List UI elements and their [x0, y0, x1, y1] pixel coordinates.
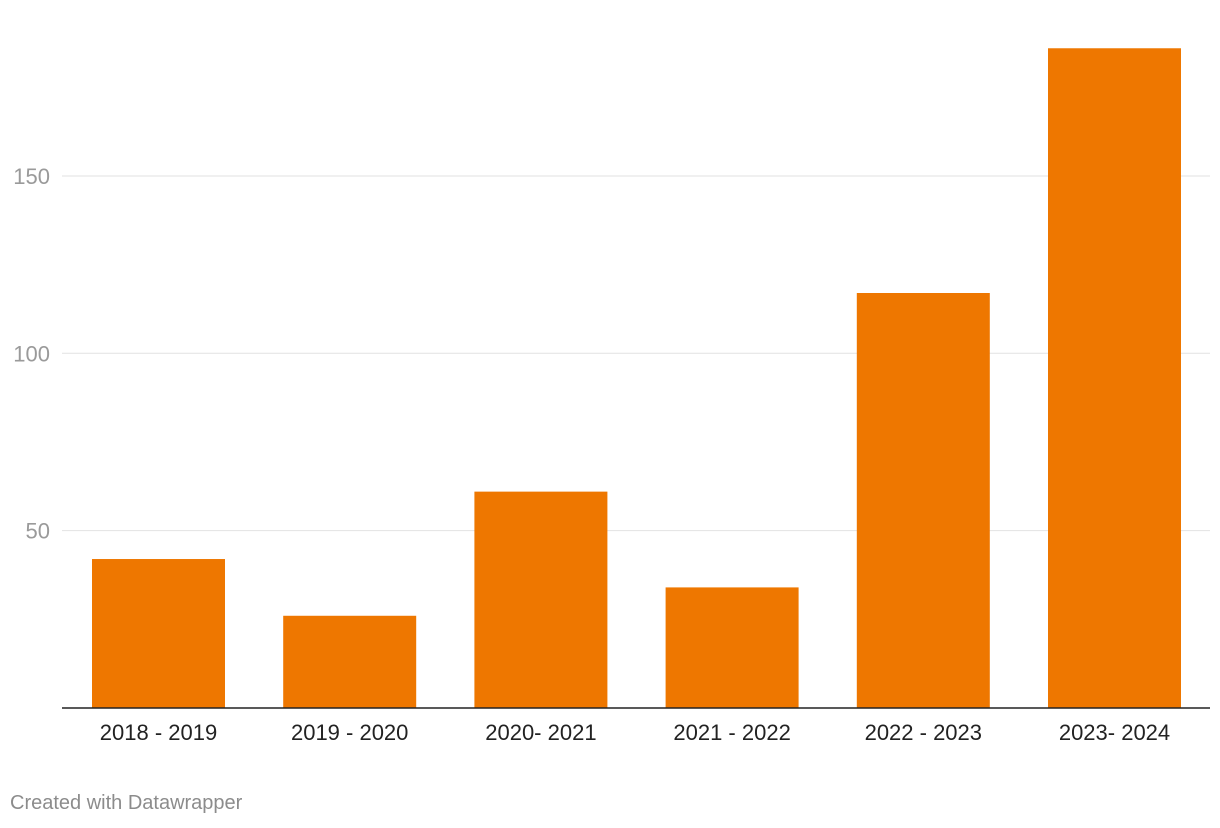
x-tick-label-4: 2022 - 2023 — [865, 720, 982, 745]
bar-5 — [1048, 48, 1181, 709]
gridlines — [62, 175, 1210, 532]
x-tick-label-1: 2019 - 2020 — [291, 720, 408, 745]
x-tick-label-3: 2021 - 2022 — [673, 720, 790, 745]
bar-0 — [92, 559, 225, 708]
bar-1 — [283, 615, 417, 708]
bar-3 — [665, 587, 799, 708]
y-axis-ticks: 50 100 150 — [13, 164, 50, 544]
bar-2 — [474, 491, 608, 708]
x-tick-label-0: 2018 - 2019 — [100, 720, 217, 745]
x-tick-label-2: 2020- 2021 — [485, 720, 596, 745]
x-tick-label-5: 2023- 2024 — [1059, 720, 1170, 745]
bars — [92, 48, 1181, 709]
bar-4 — [856, 293, 990, 708]
y-tick-label-100: 100 — [13, 341, 50, 366]
credit-text: Created with Datawrapper — [10, 792, 243, 814]
y-tick-label-50: 50 — [26, 519, 50, 544]
y-tick-label-150: 150 — [13, 164, 50, 189]
x-axis-ticks: 2018 - 2019 2019 - 2020 2020- 2021 2021 - 2… — [100, 720, 1170, 745]
